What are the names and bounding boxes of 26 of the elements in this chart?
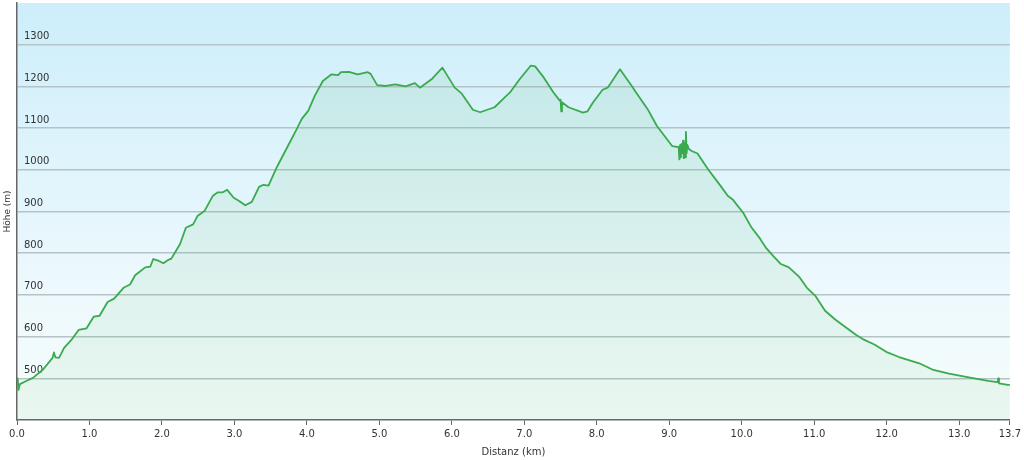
x-tick-label: 4.0	[298, 427, 315, 439]
y-axis-title: Höhe (m)	[1, 190, 12, 233]
y-tick-label: 1000	[24, 155, 50, 167]
y-tick-label: 1100	[24, 113, 50, 125]
x-tick-label: 11.0	[803, 427, 826, 439]
x-tick-label: 6.0	[443, 427, 460, 439]
x-tick-label: 3.0	[226, 427, 243, 439]
x-axis-title: Distanz (km)	[481, 445, 546, 457]
y-tick-label: 600	[24, 322, 44, 334]
x-tick-label: 1.0	[81, 427, 98, 439]
y-tick-label: 1300	[24, 30, 50, 42]
x-tick-label: 10.0	[730, 427, 753, 439]
x-tick-label: 5.0	[371, 427, 388, 439]
x-tick-label: 8.0	[588, 427, 605, 439]
x-tick-label: 9.0	[661, 427, 678, 439]
x-tick-label: 13.0	[948, 427, 971, 439]
y-tick-label: 500	[24, 363, 44, 375]
x-tick-label: 12.0	[875, 427, 898, 439]
x-tick-label: 7.0	[516, 427, 533, 439]
x-tick-label: 0.0	[9, 427, 25, 439]
y-tick-label: 700	[24, 280, 44, 292]
x-tick-label: 2.0	[153, 427, 170, 439]
y-tick-label: 900	[24, 197, 44, 209]
x-tick-label: 13.7	[998, 427, 1021, 439]
y-tick-label: 800	[24, 238, 44, 250]
y-tick-label: 1200	[24, 71, 50, 83]
